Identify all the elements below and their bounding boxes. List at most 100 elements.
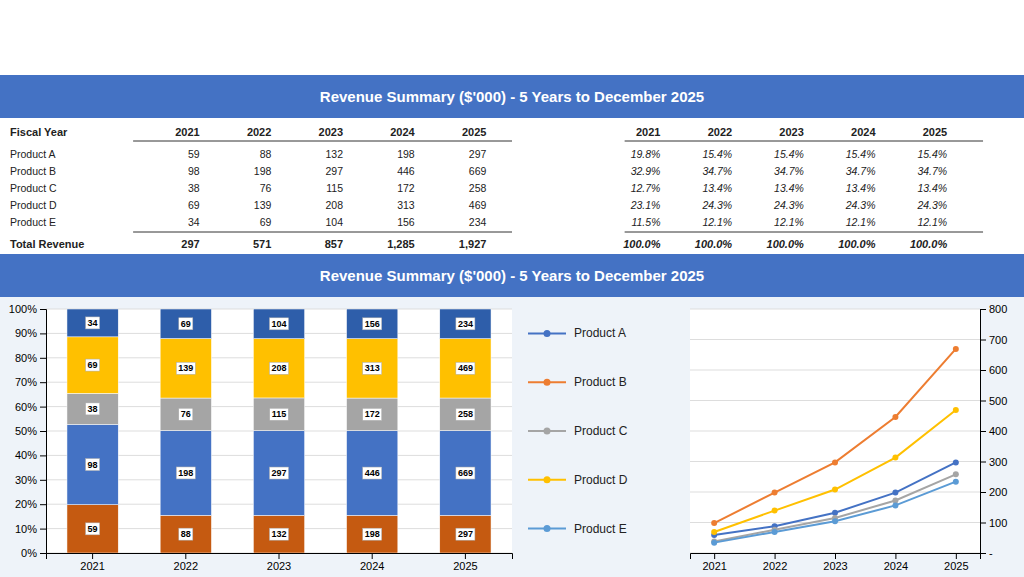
data-label: 446 bbox=[365, 468, 380, 478]
table: Fiscal Year20212021202220222023202320242… bbox=[0, 118, 1024, 254]
table-share: 32.9% bbox=[631, 165, 661, 177]
dashboard: Revenue Summary ($'000) - 5 Years to Dec… bbox=[0, 0, 1024, 577]
tick-mark bbox=[980, 553, 986, 554]
tick-mark bbox=[40, 382, 46, 383]
column-header: 2022 bbox=[708, 126, 732, 138]
tick-label: 2021 bbox=[80, 560, 104, 572]
table-rule bbox=[133, 141, 512, 142]
tick: 2022 bbox=[174, 553, 198, 572]
grid-line bbox=[690, 431, 980, 432]
series-point bbox=[953, 407, 959, 413]
table-value: 297 bbox=[469, 148, 487, 160]
data-label-box bbox=[86, 403, 100, 415]
tick-mark bbox=[714, 553, 715, 559]
series-point bbox=[892, 502, 898, 508]
data-label-box bbox=[456, 467, 475, 479]
tick-mark bbox=[980, 309, 986, 310]
header-bar bbox=[0, 254, 1024, 297]
axis: 20212022202320242025 bbox=[47, 553, 513, 572]
tick-mark bbox=[956, 553, 957, 559]
series-point bbox=[892, 455, 898, 461]
tick-label: 0% bbox=[21, 547, 37, 559]
tick-label: 2024 bbox=[884, 560, 908, 572]
table-value: 446 bbox=[397, 165, 415, 177]
bar-segment bbox=[347, 339, 398, 398]
data-label-box bbox=[363, 467, 382, 479]
series-point bbox=[832, 487, 838, 493]
data-label: 297 bbox=[458, 529, 473, 539]
axis-line bbox=[47, 554, 513, 560]
table-rule bbox=[625, 232, 983, 233]
tick: - bbox=[980, 547, 993, 559]
table-value: 59 bbox=[188, 148, 200, 160]
legend-label: Product D bbox=[574, 473, 628, 487]
grid-line bbox=[690, 339, 980, 340]
data-label: 115 bbox=[272, 409, 287, 419]
table-value: 469 bbox=[469, 199, 487, 211]
tick-mark bbox=[980, 492, 986, 493]
column-header: 2024 bbox=[851, 126, 876, 138]
data-label-box bbox=[86, 523, 100, 535]
data-label-box bbox=[86, 359, 100, 371]
lines bbox=[711, 346, 959, 546]
table-value: 234 bbox=[469, 216, 487, 228]
tick-label: 500 bbox=[989, 395, 1007, 407]
data-label: 198 bbox=[178, 468, 193, 478]
tick-label: 80% bbox=[15, 352, 37, 364]
tick-label: 90% bbox=[15, 327, 37, 339]
data-label-group: 297 bbox=[456, 528, 475, 540]
data-label: 88 bbox=[181, 529, 191, 539]
tick: 2023 bbox=[823, 553, 847, 572]
tick: 200 bbox=[980, 486, 1007, 498]
data-label-box bbox=[86, 317, 100, 329]
table-share: 24.3% bbox=[845, 199, 876, 211]
bar-segment bbox=[440, 339, 491, 398]
data-label-box bbox=[269, 362, 288, 374]
row-label: Product C bbox=[10, 182, 57, 194]
data-label: 69 bbox=[88, 360, 98, 370]
data-label: 669 bbox=[458, 468, 473, 478]
data-label-group: 208 bbox=[269, 362, 288, 374]
series-line bbox=[714, 410, 956, 532]
tick: 2021 bbox=[702, 553, 726, 572]
bar-segment bbox=[253, 431, 304, 516]
table-value: 1,927 bbox=[459, 238, 487, 250]
table-value: 297 bbox=[326, 165, 344, 177]
table-share: 11.5% bbox=[631, 216, 660, 228]
tick: 600 bbox=[980, 364, 1007, 376]
table-value: 88 bbox=[260, 148, 272, 160]
bar-segment bbox=[67, 505, 118, 553]
series-point bbox=[953, 459, 959, 465]
column-header: 2021 bbox=[175, 126, 199, 138]
header-title: Revenue Summary ($'000) - 5 Years to Dec… bbox=[320, 88, 704, 105]
data-label-box bbox=[269, 318, 288, 330]
tick: 100 bbox=[980, 517, 1007, 529]
data-label-box bbox=[176, 467, 195, 479]
table-value: 571 bbox=[253, 238, 271, 250]
tick-mark bbox=[40, 407, 46, 408]
axis: -100200300400500600700800 bbox=[980, 303, 1007, 559]
tick: 2024 bbox=[360, 553, 384, 572]
bar-segment bbox=[347, 515, 398, 553]
data-label-group: 469 bbox=[456, 362, 475, 374]
legend-marker bbox=[544, 330, 551, 337]
tick-mark bbox=[895, 553, 896, 559]
data-label-group: 198 bbox=[363, 528, 382, 540]
bar-segment bbox=[160, 309, 211, 339]
table-value: 198 bbox=[397, 148, 415, 160]
data-label: 69 bbox=[181, 319, 191, 329]
tick: 2022 bbox=[763, 553, 787, 572]
charts-background bbox=[0, 297, 1024, 577]
series-point bbox=[772, 490, 778, 496]
tick-label: 2021 bbox=[702, 560, 726, 572]
table-share: 34.7% bbox=[702, 165, 732, 177]
tick-mark bbox=[40, 504, 46, 505]
data-label-box bbox=[176, 362, 195, 374]
bar-chart: 5988132198297981982974466693876115172258… bbox=[9, 303, 513, 572]
column-header: 2021 bbox=[636, 126, 660, 138]
table-value: 34 bbox=[188, 216, 200, 228]
bar-segment bbox=[347, 309, 398, 339]
legend-marker bbox=[544, 476, 551, 483]
tick: 300 bbox=[980, 456, 1007, 468]
row-label: Product D bbox=[10, 199, 57, 211]
